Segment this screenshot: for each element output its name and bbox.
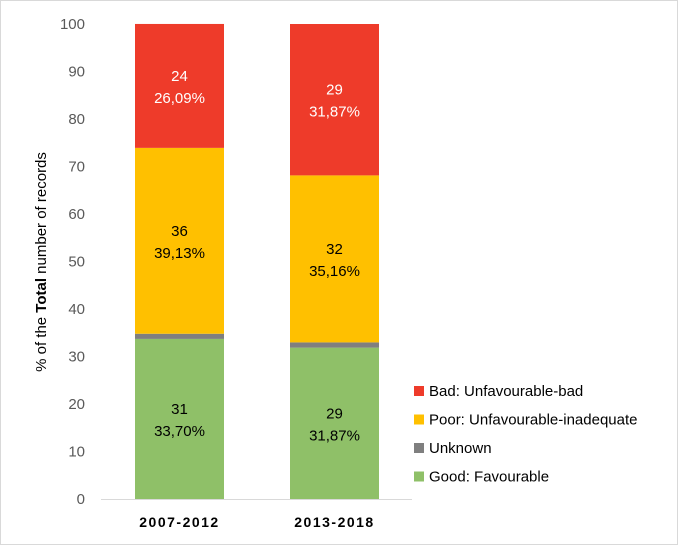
x-axis: 2007-2012 2013-2018 (101, 499, 412, 530)
data-label-count: 31 (171, 401, 188, 418)
bar-segment-good-favourable (135, 338, 224, 499)
x-category-label: 2013-2018 (294, 514, 374, 530)
legend-swatch-bad-unfavourable-bad (414, 386, 424, 396)
legend-swatch-unknown (414, 443, 424, 453)
data-label-percent: 33,70% (154, 423, 205, 440)
data-label-count: 29 (326, 82, 343, 99)
legend-label-unknown: Unknown (429, 440, 492, 457)
data-label-percent: 31,87% (309, 104, 360, 121)
bars: 31 33,70% 36 39,13% 24 26,09% 29 31,87% 32 35,16%… (135, 23, 379, 499)
y-tick-label: 100 (60, 16, 85, 33)
y-tick-label: 90 (68, 64, 85, 81)
bar-segment-bad-unfavourable-bad (135, 23, 224, 148)
y-tick-label: 80 (68, 111, 85, 128)
y-tick-label: 70 (68, 159, 85, 176)
y-axis-ticks: 0 10 20 30 40 50 60 70 80 90 100 (60, 16, 85, 508)
legend-label-poor-unfavourable-inadequate: Poor: Unfavourable-inadequate (429, 412, 637, 429)
legend: Bad: Unfavourable-bad Poor: Unfavourable-… (414, 383, 637, 486)
legend-label-bad-unfavourable-bad: Bad: Unfavourable-bad (429, 383, 583, 400)
y-tick-label: 0 (77, 491, 85, 508)
data-label-percent: 31,87% (309, 427, 360, 444)
legend-swatch-good-favourable (414, 471, 424, 482)
data-label-percent: 39,13% (154, 245, 205, 262)
bar-segment-good-favourable (290, 347, 379, 499)
bar-segment-bad-unfavourable-bad (290, 24, 379, 176)
y-tick-label: 30 (68, 349, 85, 366)
y-tick-label: 60 (68, 206, 85, 223)
y-tick-label: 40 (68, 301, 85, 318)
data-label-percent: 26,09% (154, 90, 205, 107)
bar-segment-unknown (290, 342, 379, 348)
data-label-count: 24 (171, 68, 188, 85)
data-label-percent: 35,16% (309, 263, 360, 280)
bar-segment-poor-unfavourable-inadequate (290, 175, 379, 343)
bar-segment-poor-unfavourable-inadequate (135, 147, 224, 334)
y-tick-label: 10 (68, 444, 85, 461)
y-axis-label: % of the Total number of records (33, 152, 50, 372)
legend-label-good-favourable: Good: Favourable (429, 469, 549, 486)
legend-swatch-poor-unfavourable-inadequate (414, 414, 424, 425)
y-tick-label: 20 (68, 396, 85, 413)
x-category-label: 2007-2012 (139, 514, 219, 530)
y-axis-label-pre: % of the (33, 313, 50, 372)
y-axis-label-post: number of records (33, 152, 50, 278)
y-axis-label-bold: Total (33, 278, 50, 313)
data-label-count: 32 (326, 241, 343, 258)
data-label-count: 36 (171, 223, 188, 240)
bar-segment-unknown (135, 333, 224, 339)
y-tick-label: 50 (68, 254, 85, 271)
data-label-count: 29 (326, 405, 343, 422)
